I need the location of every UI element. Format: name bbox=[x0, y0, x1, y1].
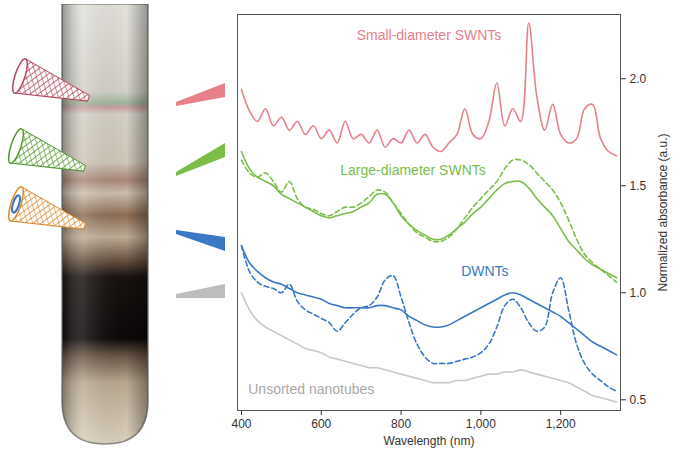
svg-text:DWNTs: DWNTs bbox=[461, 263, 508, 279]
svg-text:Small-diameter SWNTs: Small-diameter SWNTs bbox=[357, 27, 502, 43]
svg-text:600: 600 bbox=[311, 417, 331, 431]
svg-text:400: 400 bbox=[231, 417, 251, 431]
svg-text:1,200: 1,200 bbox=[546, 417, 576, 431]
svg-text:1.5: 1.5 bbox=[630, 179, 647, 193]
svg-text:Wavelength (nm): Wavelength (nm) bbox=[384, 434, 475, 448]
svg-text:Normalized absorbance (a.u.): Normalized absorbance (a.u.) bbox=[656, 133, 670, 291]
svg-text:Large-diameter SWNTs: Large-diameter SWNTs bbox=[340, 162, 486, 178]
svg-text:1,000: 1,000 bbox=[466, 417, 496, 431]
svg-text:0.5: 0.5 bbox=[630, 393, 647, 407]
svg-text:800: 800 bbox=[391, 417, 411, 431]
svg-text:1.0: 1.0 bbox=[630, 286, 647, 300]
svg-text:Unsorted nanotubes: Unsorted nanotubes bbox=[248, 381, 374, 397]
svg-text:2.0: 2.0 bbox=[630, 72, 647, 86]
